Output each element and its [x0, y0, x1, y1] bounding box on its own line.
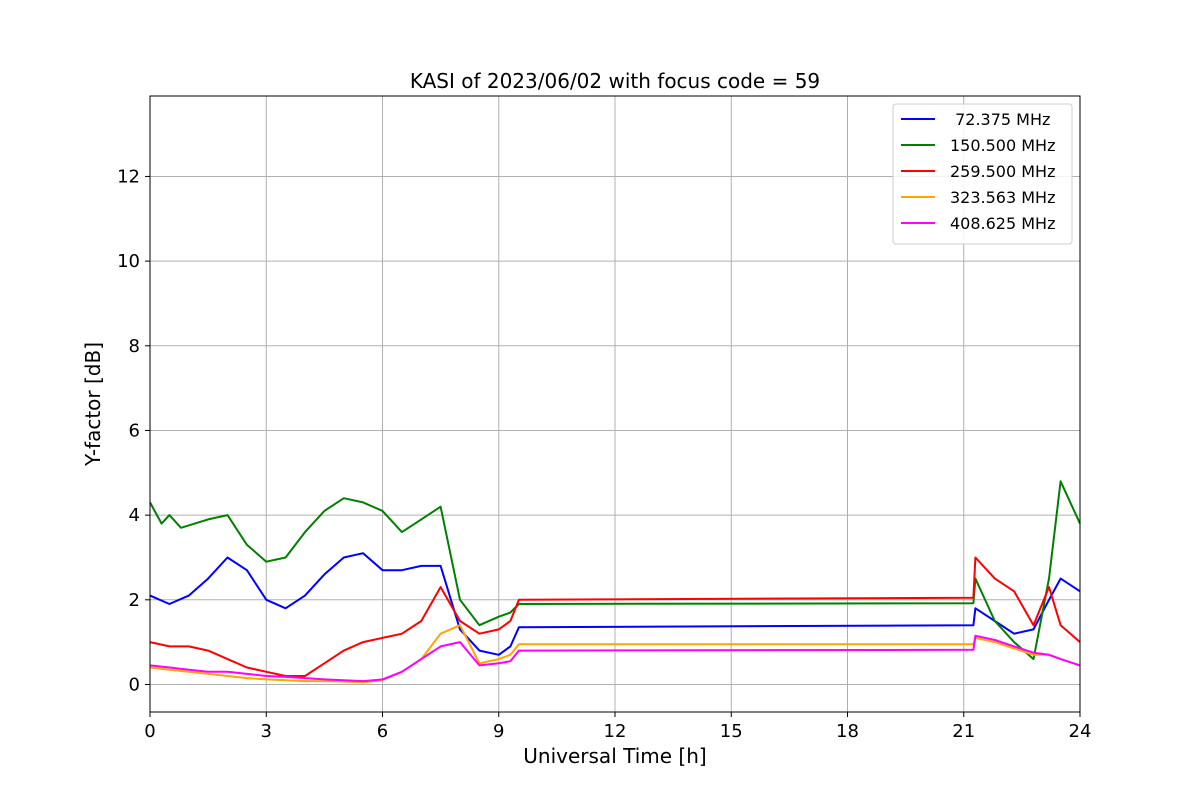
- legend-label: 259.500 MHz: [950, 162, 1055, 181]
- x-tick-label: 9: [493, 721, 504, 742]
- legend-label: 323.563 MHz: [950, 188, 1055, 207]
- y-axis-label: Y-factor [dB]: [81, 342, 105, 467]
- y-tick-label: 8: [129, 336, 140, 357]
- x-tick-label: 3: [261, 721, 272, 742]
- x-tick-label: 6: [377, 721, 388, 742]
- legend-label: 408.625 MHz: [950, 214, 1055, 233]
- grid: [149, 96, 1081, 712]
- x-tick-label: 21: [952, 721, 975, 742]
- x-axis-label: Universal Time [h]: [523, 744, 706, 768]
- y-tick-label: 0: [129, 674, 140, 695]
- series-line-4: [149, 634, 1081, 683]
- x-tick-label: 12: [604, 721, 627, 742]
- y-tick-label: 10: [117, 251, 140, 272]
- x-tick-label: 0: [144, 721, 155, 742]
- series-line-2: [149, 556, 1081, 677]
- y-tick-label: 12: [117, 166, 140, 187]
- legend: 72.375 MHz 150.500 MHz 259.500 MHz 323.563 …: [892, 103, 1073, 245]
- x-axis: 0 3 6 9 12 15 18 21 24: [144, 712, 1091, 742]
- x-tick-label: 18: [836, 721, 859, 742]
- y-tick-label: 2: [129, 590, 140, 611]
- legend-label: 150.500 MHz: [950, 136, 1055, 155]
- series-line-1: [149, 480, 1081, 661]
- series-layer: [149, 480, 1081, 684]
- chart-title: KASI of 2023/06/02 with focus code = 59: [410, 69, 820, 93]
- legend-label: 72.375 MHz: [950, 110, 1050, 129]
- series-line-0: [149, 552, 1081, 656]
- x-tick-label: 15: [720, 721, 743, 742]
- legend-box: [892, 103, 1073, 245]
- y-tick-label: 4: [129, 505, 140, 526]
- y-tick-label: 6: [129, 420, 140, 441]
- x-tick-label: 24: [1069, 721, 1092, 742]
- y-axis: 0 2 4 6 8 10 12: [117, 166, 150, 695]
